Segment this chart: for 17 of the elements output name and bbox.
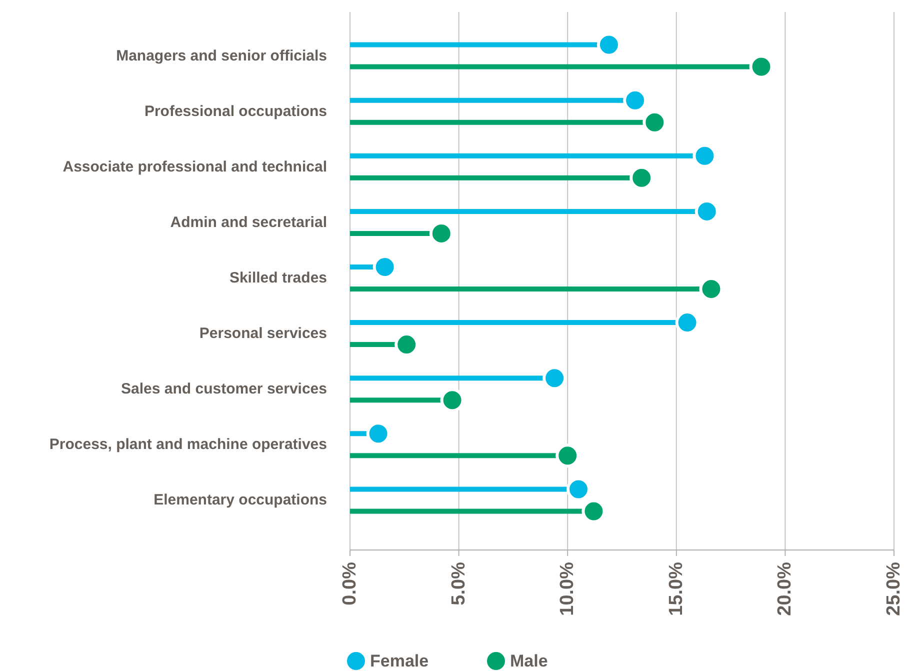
- legend-label: Female: [370, 652, 429, 670]
- y-tick-label: Managers and senior officials: [116, 47, 327, 64]
- y-tick-label: Process, plant and machine operatives: [49, 436, 327, 454]
- y-tick-label: Skilled trades: [229, 270, 327, 286]
- y-tick-label: Elementary occupations: [154, 492, 327, 509]
- x-tick-label: 25.0%: [884, 562, 904, 616]
- x-tick-label: 10.0%: [557, 562, 578, 616]
- y-tick-label: Admin and secretarial: [170, 214, 327, 231]
- x-tick-label: 15.0%: [666, 562, 687, 616]
- y-tick-label: Associate professional and technical: [62, 158, 327, 176]
- x-tick-label: 0.0%: [340, 562, 360, 606]
- y-tick-label: Sales and customer services: [121, 380, 327, 398]
- y-tick-label: Professional occupations: [144, 102, 327, 120]
- x-tick-label: 5.0%: [448, 562, 470, 606]
- legend-label: Male: [510, 652, 548, 670]
- x-tick-label: 20.0%: [774, 562, 796, 616]
- y-tick-label: Personal services: [199, 325, 327, 342]
